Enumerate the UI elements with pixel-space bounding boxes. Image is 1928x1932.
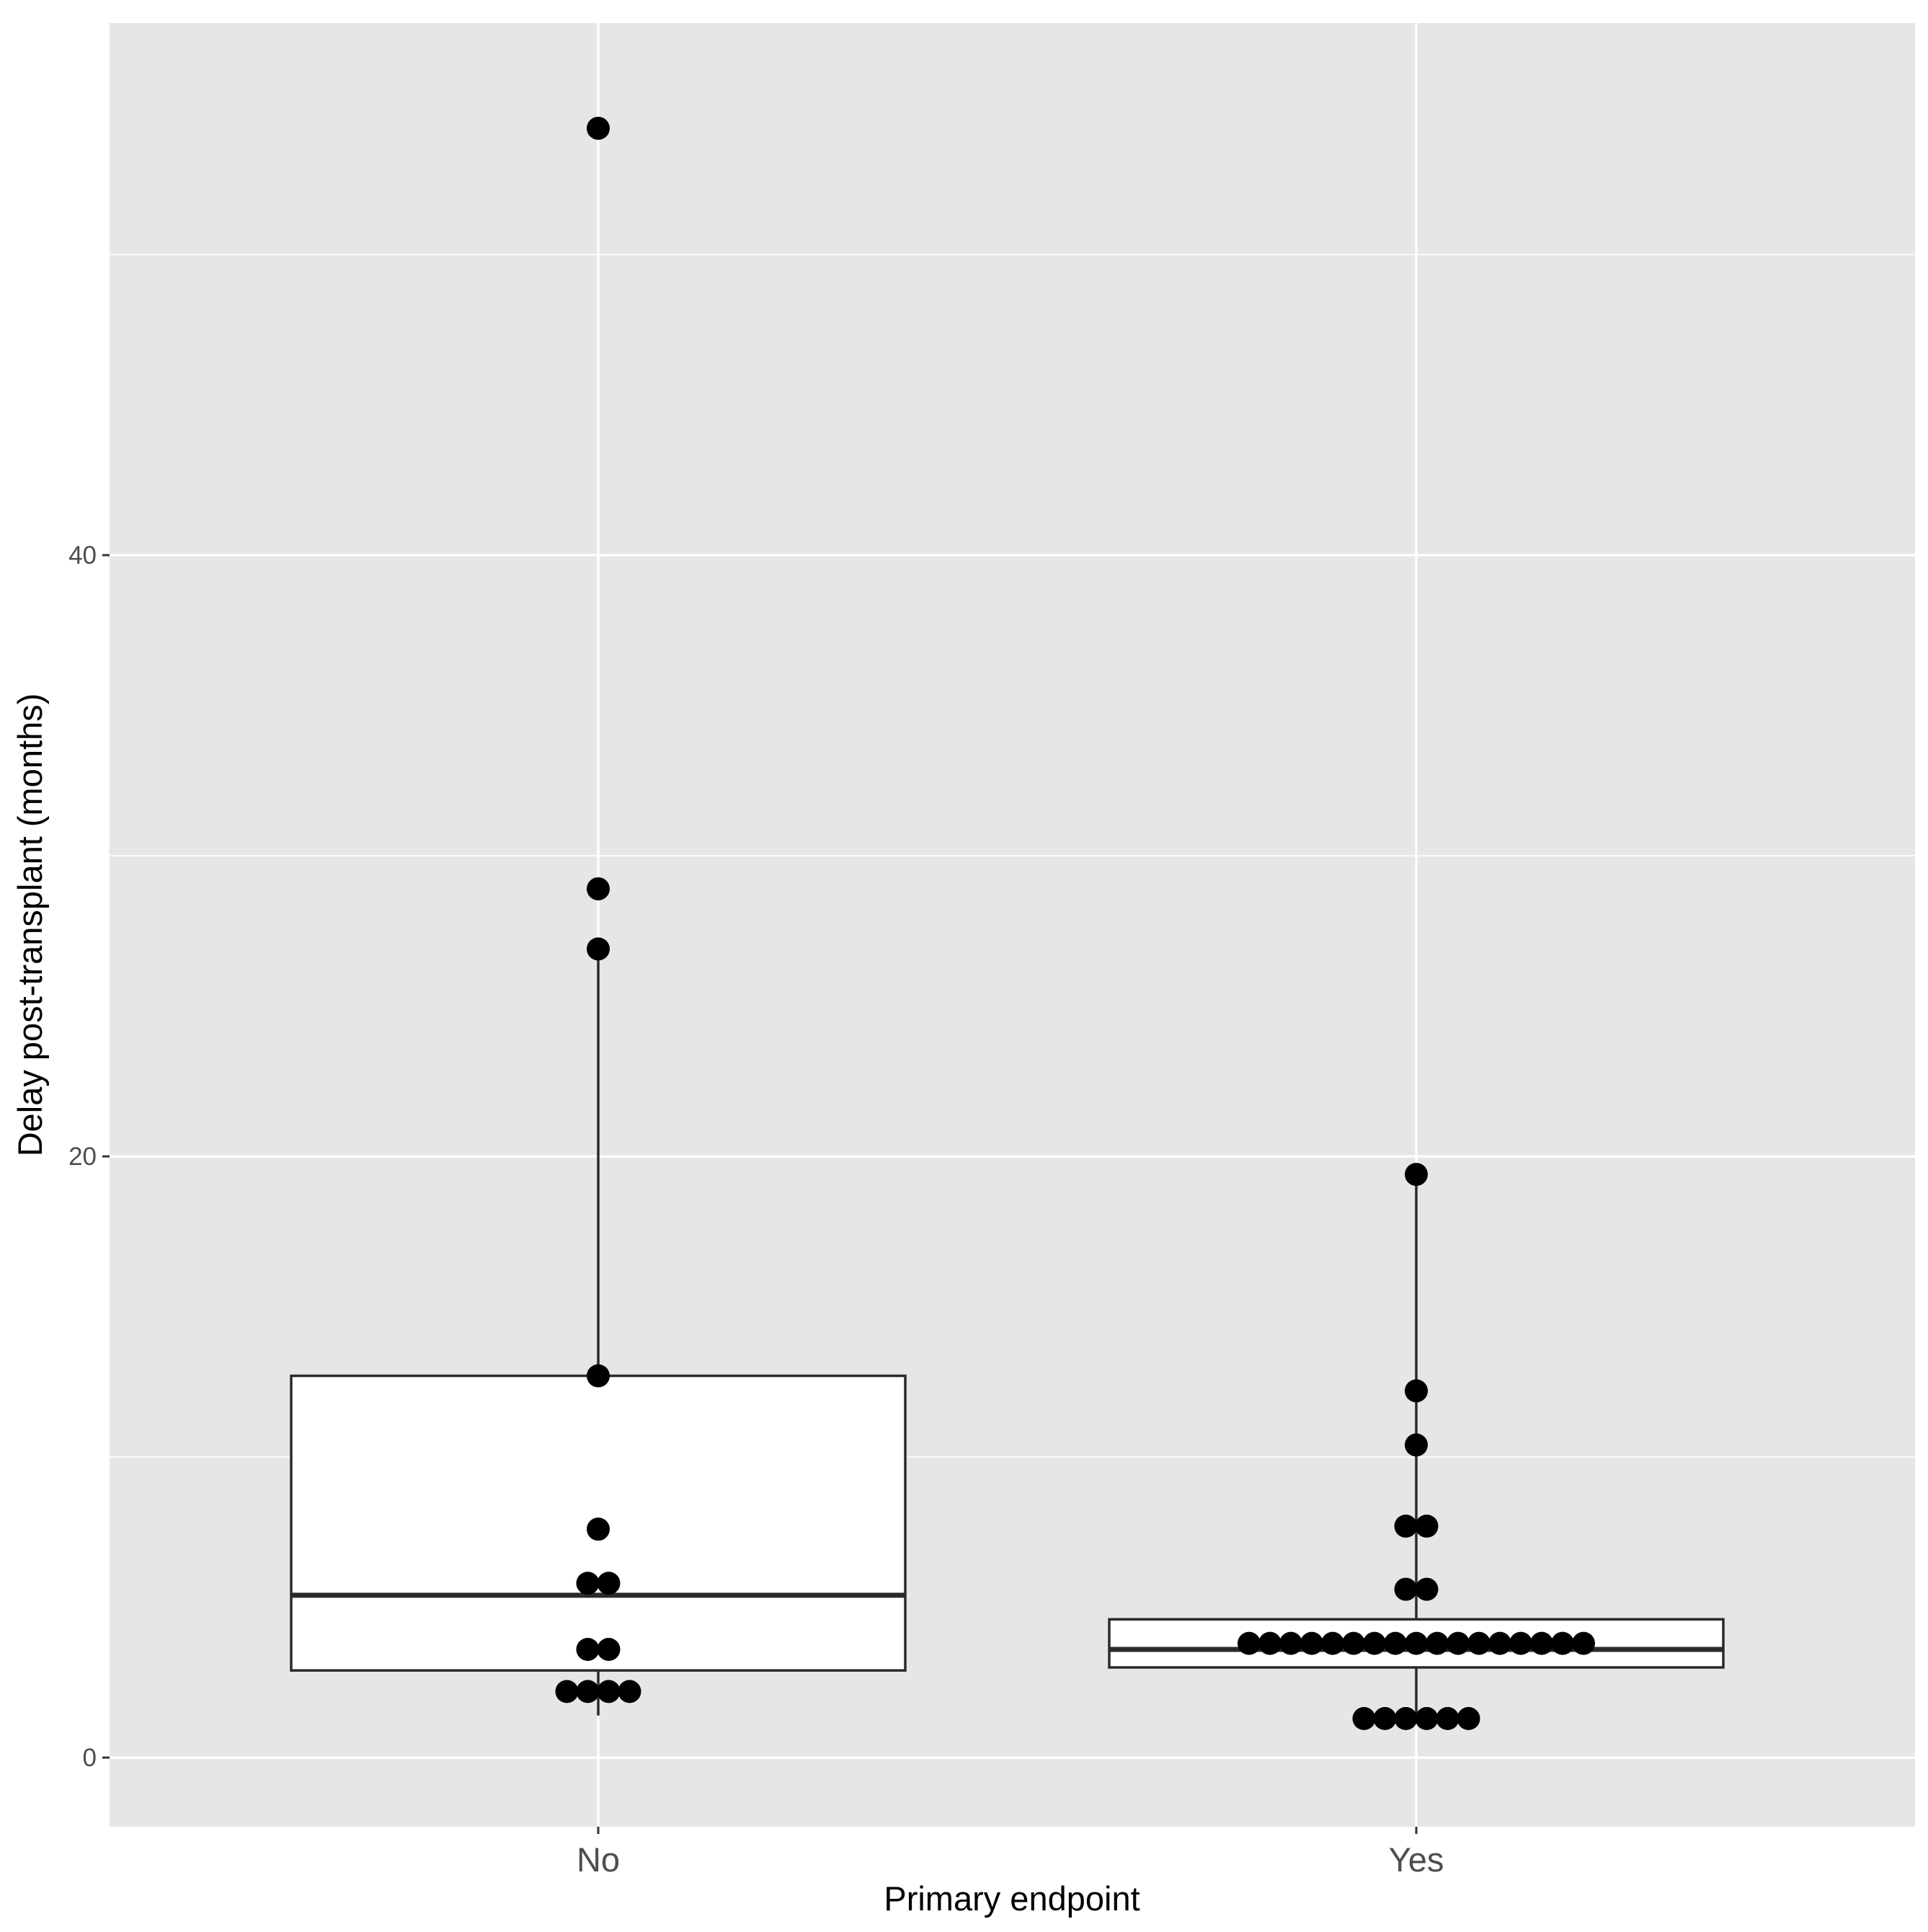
data-point (1572, 1631, 1595, 1655)
y-tick-label: 0 (83, 1744, 97, 1772)
data-point (597, 1680, 621, 1703)
data-point (1415, 1706, 1439, 1730)
data-point (1488, 1631, 1511, 1655)
data-point (1415, 1515, 1439, 1538)
data-point (587, 1364, 610, 1388)
data-point (1321, 1631, 1344, 1655)
data-point (1509, 1631, 1532, 1655)
data-point (597, 1572, 621, 1595)
data-point (576, 1680, 600, 1703)
data-point (587, 116, 610, 140)
data-point (597, 1637, 621, 1661)
data-point (1447, 1631, 1470, 1655)
data-point (1394, 1577, 1418, 1601)
data-point (555, 1680, 579, 1703)
data-point (1457, 1706, 1480, 1730)
data-point (587, 877, 610, 900)
data-point (1394, 1515, 1418, 1538)
data-point (1373, 1706, 1397, 1730)
data-point (618, 1680, 641, 1703)
data-point (1405, 1433, 1428, 1457)
data-point (1384, 1631, 1407, 1655)
x-tick-label: Yes (1389, 1840, 1444, 1879)
data-point (1238, 1631, 1261, 1655)
data-point (1279, 1631, 1302, 1655)
data-point (1426, 1631, 1449, 1655)
x-axis-title: Primary endpoint (884, 1879, 1140, 1918)
axes: 0 20 40 No Yes (68, 541, 1444, 1879)
data-point (587, 937, 610, 961)
data-point (1415, 1577, 1439, 1601)
data-point (1467, 1631, 1491, 1655)
data-point (1405, 1379, 1428, 1403)
data-point (1551, 1631, 1574, 1655)
y-axis-title: Delay post-transplant (months) (11, 694, 49, 1157)
data-points (555, 116, 1595, 1730)
data-point (1258, 1631, 1281, 1655)
data-point (1530, 1631, 1553, 1655)
data-point (1436, 1706, 1460, 1730)
data-point (1405, 1631, 1428, 1655)
data-point (1300, 1631, 1323, 1655)
y-tick-label: 20 (68, 1143, 97, 1171)
data-point (1405, 1163, 1428, 1187)
data-point (1394, 1706, 1418, 1730)
data-point (1352, 1706, 1376, 1730)
data-point (576, 1572, 600, 1595)
data-point (576, 1637, 600, 1661)
y-tick-label: 40 (68, 541, 97, 570)
data-point (1342, 1631, 1365, 1655)
data-point (587, 1517, 610, 1541)
x-tick-label: No (577, 1840, 620, 1879)
data-point (1363, 1631, 1386, 1655)
